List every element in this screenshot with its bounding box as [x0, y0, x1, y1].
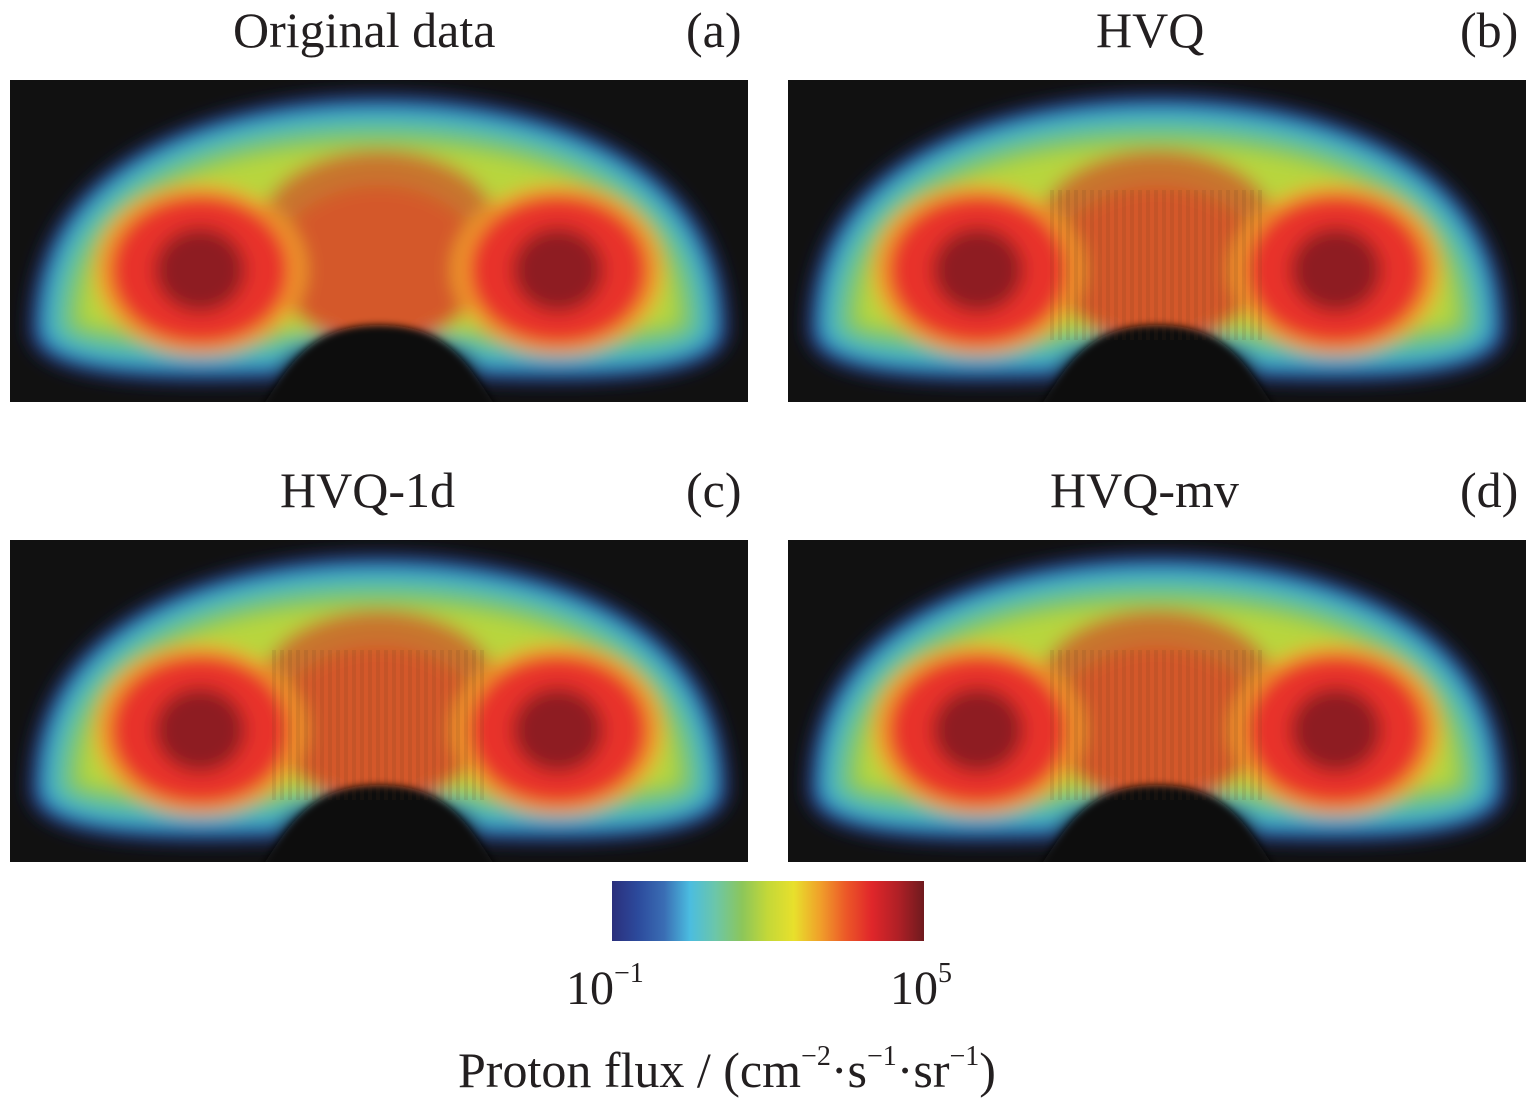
colorbar-max-label: 105	[890, 958, 952, 1015]
panel-b-image	[788, 80, 1526, 402]
panel-a-letter: (a)	[686, 2, 742, 58]
panel-c-title: HVQ-1d	[280, 462, 455, 518]
colorbar-min-label: 10−1	[566, 958, 644, 1015]
panel-d-letter: (d)	[1460, 462, 1519, 518]
panel-b-title: HVQ	[1096, 2, 1205, 58]
panel-c-image	[10, 540, 748, 862]
panel-d-image	[788, 540, 1526, 862]
panel-a-title: Original data	[233, 2, 496, 58]
panel-b-letter: (b)	[1460, 2, 1519, 58]
panel-d-title: HVQ-mv	[1050, 462, 1239, 518]
colorbar-axis-label: Proton flux / (cm−2·s−1·sr−1)	[458, 1041, 996, 1098]
panel-c-letter: (c)	[686, 462, 742, 518]
colorbar	[612, 881, 924, 941]
panel-a-image	[10, 80, 748, 402]
